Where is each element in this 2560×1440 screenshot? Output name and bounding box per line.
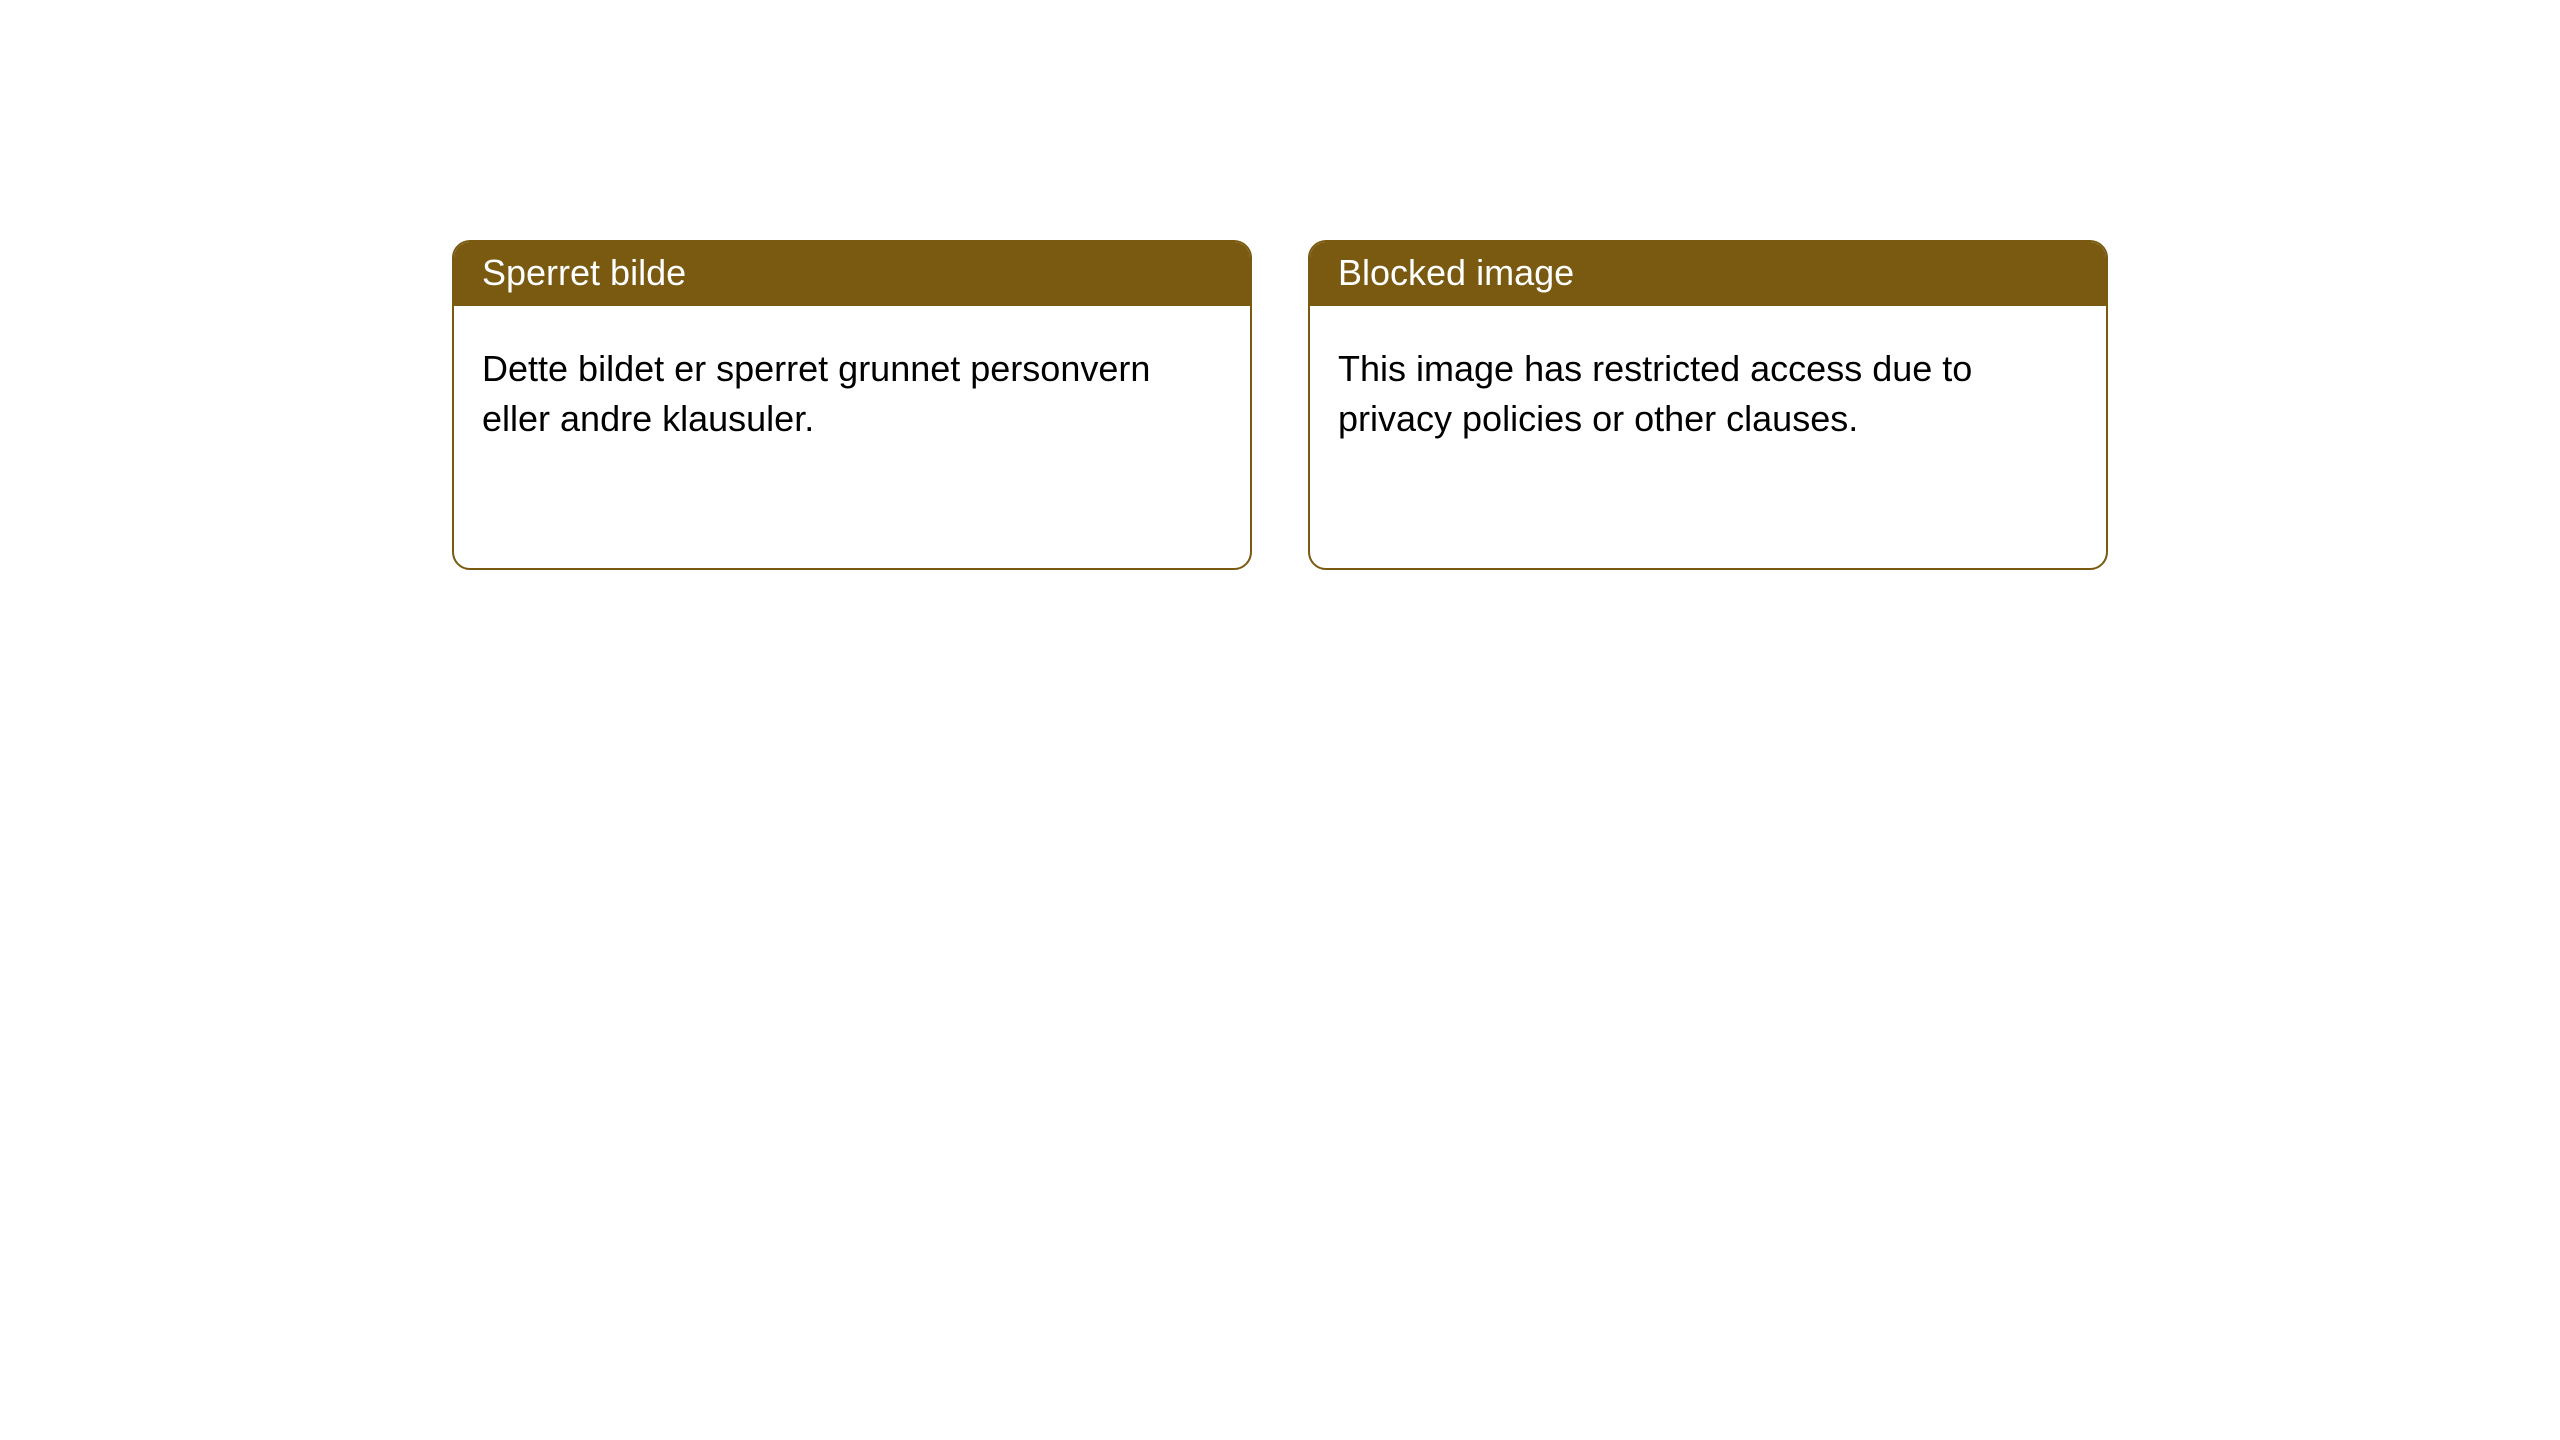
- card-body: Dette bildet er sperret grunnet personve…: [454, 306, 1250, 483]
- blocked-image-card-english: Blocked image This image has restricted …: [1308, 240, 2108, 570]
- card-title: Blocked image: [1338, 252, 1574, 293]
- card-body: This image has restricted access due to …: [1310, 306, 2106, 483]
- card-title: Sperret bilde: [482, 252, 686, 293]
- card-header: Blocked image: [1310, 242, 2106, 306]
- card-body-text: Dette bildet er sperret grunnet personve…: [482, 348, 1150, 439]
- card-header: Sperret bilde: [454, 242, 1250, 306]
- blocked-image-card-norwegian: Sperret bilde Dette bildet er sperret gr…: [452, 240, 1252, 570]
- notice-cards-container: Sperret bilde Dette bildet er sperret gr…: [452, 240, 2108, 570]
- card-body-text: This image has restricted access due to …: [1338, 348, 1972, 439]
